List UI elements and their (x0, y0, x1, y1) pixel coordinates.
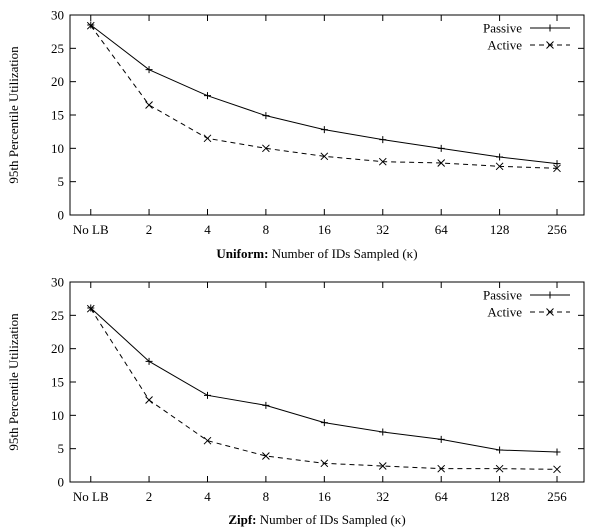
y-tick-label: 20 (51, 341, 64, 356)
y-tick-label: 15 (51, 375, 64, 390)
legend-label: Active (487, 305, 522, 320)
data-point (203, 134, 212, 143)
data-point (437, 144, 445, 152)
data-point (495, 162, 504, 171)
data-point (378, 462, 387, 470)
x-tick-label: 16 (318, 222, 332, 237)
y-tick-label: 0 (58, 475, 65, 490)
y-tick-label: 10 (51, 408, 64, 423)
x-axis-label: Uniform: Number of IDs Sampled (κ) (216, 246, 417, 261)
y-axis-label: 95th Percentile Utilization (6, 313, 21, 451)
data-point (320, 126, 328, 134)
x-tick-label: 128 (490, 489, 510, 504)
y-tick-label: 25 (51, 41, 64, 56)
legend-marker (546, 291, 554, 299)
data-point (203, 391, 211, 399)
data-point (379, 136, 387, 144)
chart-panel-2: 0 5 10 15 20 25 30 No LB 2 4 8 16 32 64 128 256 95th Per… (6, 275, 585, 527)
y-tick-label: 20 (51, 74, 64, 89)
legend-label: Passive (483, 288, 522, 303)
data-point (262, 112, 270, 120)
data-point (553, 164, 561, 173)
data-point (320, 152, 329, 161)
x-tick-label: 4 (204, 222, 211, 237)
series-passive (87, 304, 561, 456)
x-tick-label: 2 (146, 222, 153, 237)
legend-marker (546, 308, 554, 316)
x-axis-label: Zipf: Number of IDs Sampled (κ) (228, 512, 405, 527)
data-point (553, 448, 561, 456)
x-tick-label: 16 (318, 489, 332, 504)
x-tick-label: 64 (435, 222, 449, 237)
series-line (90, 308, 558, 470)
x-tick-label: 256 (547, 222, 567, 237)
data-point (437, 435, 445, 443)
x-tick-label: 32 (376, 222, 389, 237)
data-point (145, 66, 153, 74)
data-point (378, 157, 387, 166)
data-point (86, 304, 95, 313)
y-tick-label: 25 (51, 308, 64, 323)
series-active (86, 21, 561, 173)
legend-label: Active (487, 38, 522, 53)
x-axis-label-bold: Zipf: (228, 512, 256, 527)
data-point (203, 436, 212, 445)
y-tick-label: 0 (58, 208, 65, 223)
legend-marker (546, 24, 554, 32)
data-point (437, 159, 446, 167)
data-point (437, 464, 446, 473)
y-tick-label: 5 (58, 174, 65, 189)
x-tick-label: No LB (73, 222, 109, 237)
data-point (203, 92, 211, 100)
y-tick-label: 30 (51, 8, 64, 23)
legend-label: Passive (483, 21, 522, 36)
data-point (495, 464, 504, 473)
data-point (320, 419, 328, 427)
data-point (86, 21, 95, 30)
x-tick-label: 128 (490, 222, 510, 237)
data-point (145, 357, 153, 365)
y-tick-label: 15 (51, 108, 64, 123)
x-axis-label-bold: Uniform: (216, 246, 268, 261)
data-point (379, 428, 387, 436)
x-axis-label-rest: Number of IDs Sampled (κ) (268, 246, 417, 261)
data-point (262, 144, 270, 153)
y-tick-label: 10 (51, 141, 64, 156)
data-point (320, 459, 329, 468)
data-point (553, 160, 561, 168)
data-point (262, 452, 270, 460)
y-axis-label: 95th Percentile Utilization (6, 46, 21, 184)
x-tick-label: 8 (263, 489, 270, 504)
y-tick-label: 30 (51, 275, 64, 290)
legend-marker (546, 41, 554, 49)
x-tick-label: 4 (204, 489, 211, 504)
data-point (262, 401, 270, 409)
x-tick-label: 2 (146, 489, 153, 504)
data-point (496, 446, 504, 454)
x-axis-label-rest: Number of IDs Sampled (κ) (257, 512, 406, 527)
x-tick-label: 64 (435, 489, 449, 504)
data-point (553, 465, 561, 474)
data-point (496, 153, 504, 161)
x-tick-label: 8 (263, 222, 270, 237)
chart-panel-1: 0 5 10 15 20 25 30 No LB 2 4 8 16 32 64 128 256 95th Per… (6, 8, 585, 261)
data-point (145, 396, 153, 404)
data-point (145, 101, 153, 109)
x-tick-label: 32 (376, 489, 389, 504)
series-active (86, 304, 561, 474)
x-tick-label: No LB (73, 489, 109, 504)
x-tick-label: 256 (547, 489, 567, 504)
y-tick-label: 5 (58, 441, 65, 456)
series-line (90, 307, 558, 453)
series-passive (87, 21, 561, 168)
